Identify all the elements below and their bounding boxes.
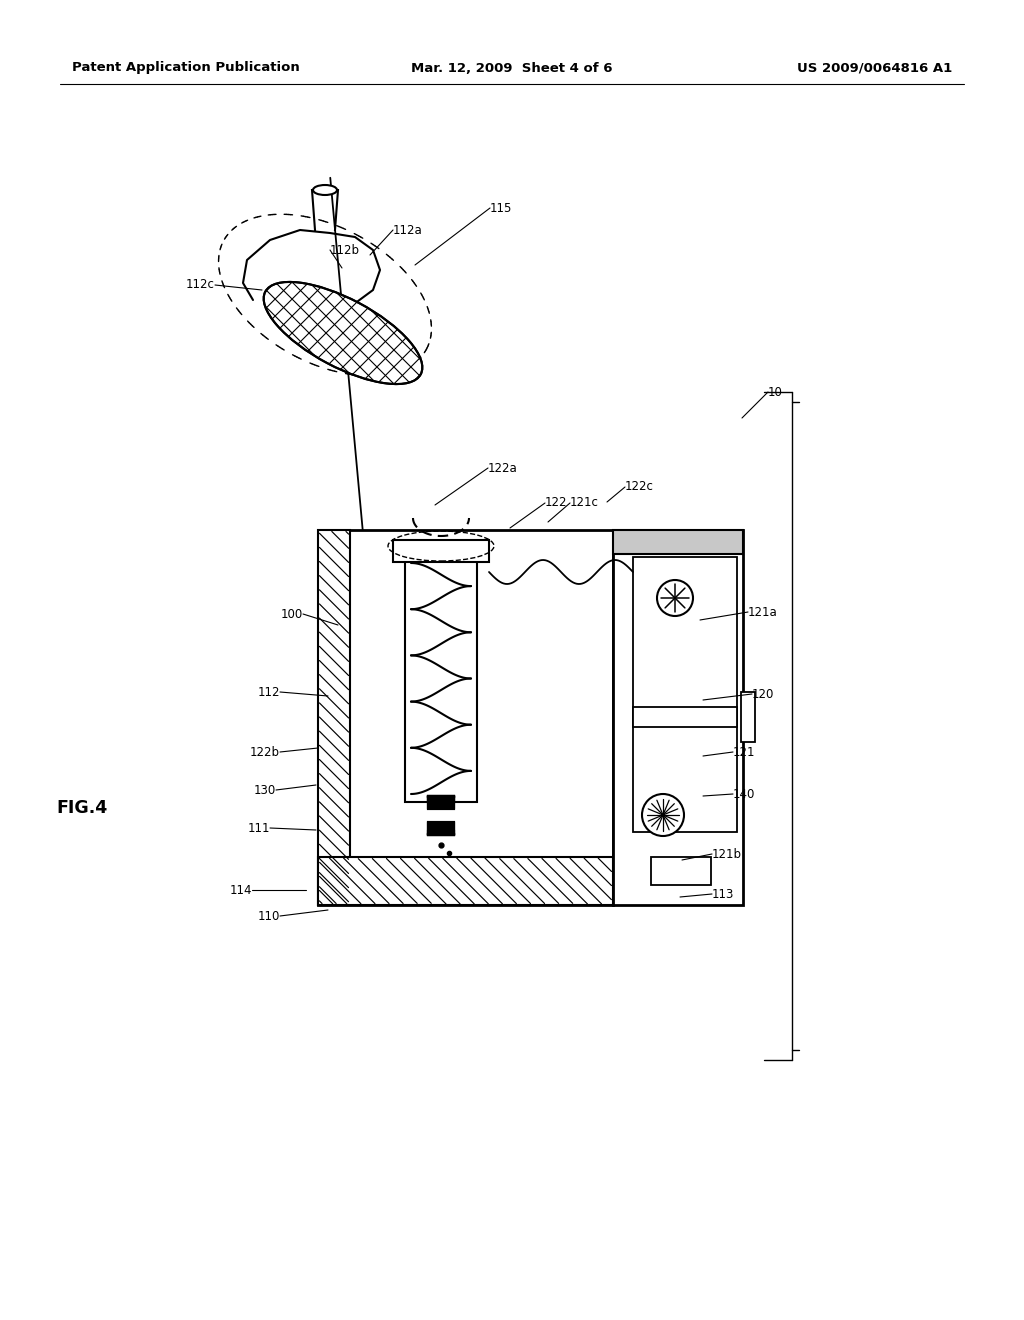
Bar [406, 558, 477, 803]
Text: 121: 121 [733, 746, 756, 759]
Bar [741, 692, 755, 742]
Text: 121b: 121b [712, 847, 742, 861]
Bar [613, 531, 743, 906]
Text: 122: 122 [545, 496, 567, 510]
Text: 112a: 112a [393, 223, 423, 236]
Text: US 2009/0064816 A1: US 2009/0064816 A1 [797, 62, 952, 74]
Text: 122a: 122a [488, 462, 518, 474]
Circle shape [657, 579, 693, 616]
Text: 121c: 121c [570, 496, 599, 510]
Bar [318, 857, 613, 906]
Ellipse shape [263, 282, 422, 384]
Text: 140: 140 [733, 788, 756, 800]
Text: 114: 114 [229, 883, 252, 896]
Text: 111: 111 [248, 821, 270, 834]
Text: 10: 10 [768, 385, 783, 399]
Text: 110: 110 [258, 909, 280, 923]
Ellipse shape [313, 185, 337, 195]
Text: 121a: 121a [748, 606, 778, 619]
Text: 115: 115 [490, 202, 512, 214]
Text: 100: 100 [281, 607, 303, 620]
Text: 112: 112 [257, 685, 280, 698]
Bar [393, 540, 489, 562]
Text: 112c: 112c [186, 279, 215, 292]
Bar [318, 531, 613, 906]
Circle shape [642, 795, 684, 836]
Text: 130: 130 [254, 784, 276, 796]
Text: 122c: 122c [625, 480, 654, 494]
Bar [318, 531, 350, 906]
Bar [651, 857, 711, 884]
Text: Mar. 12, 2009  Sheet 4 of 6: Mar. 12, 2009 Sheet 4 of 6 [412, 62, 612, 74]
Bar [633, 557, 737, 832]
Text: Patent Application Publication: Patent Application Publication [72, 62, 300, 74]
Bar [613, 531, 743, 554]
Text: 112b: 112b [330, 243, 360, 256]
Text: FIG.4: FIG.4 [56, 799, 108, 817]
Bar [633, 708, 737, 727]
Text: 120: 120 [752, 688, 774, 701]
Text: 122b: 122b [250, 746, 280, 759]
Text: 113: 113 [712, 887, 734, 900]
